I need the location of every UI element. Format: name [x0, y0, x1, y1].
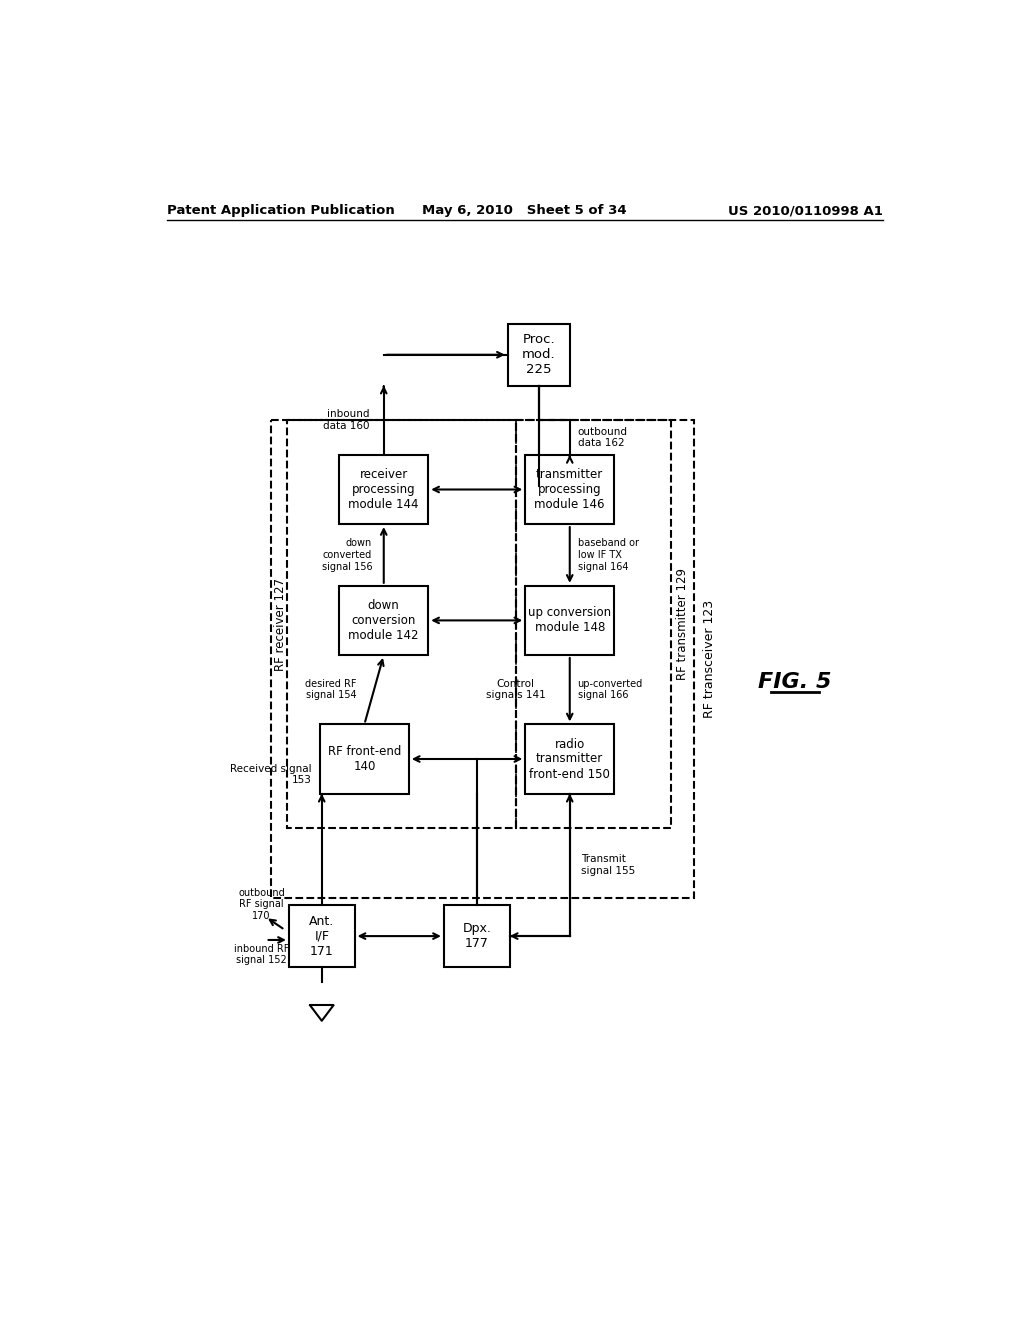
Text: Received signal
153: Received signal 153 — [230, 763, 312, 785]
Text: receiver
processing
module 144: receiver processing module 144 — [348, 469, 419, 511]
Text: transmitter
processing
module 146: transmitter processing module 146 — [535, 469, 605, 511]
Text: RF front-end
140: RF front-end 140 — [328, 744, 401, 774]
Bar — [515, 420, 671, 829]
Text: outbound
data 162: outbound data 162 — [578, 426, 628, 449]
Text: down
conversion
module 142: down conversion module 142 — [348, 599, 419, 642]
Text: Proc.
mod.
225: Proc. mod. 225 — [522, 333, 556, 376]
Text: US 2010/0110998 A1: US 2010/0110998 A1 — [728, 205, 883, 218]
Text: baseband or
low IF TX
signal 164: baseband or low IF TX signal 164 — [578, 539, 639, 572]
Bar — [319, 725, 409, 793]
Bar — [339, 455, 428, 524]
Text: Transmit
signal 155: Transmit signal 155 — [582, 854, 636, 875]
Text: FIG. 5: FIG. 5 — [758, 672, 831, 692]
Bar — [289, 906, 354, 966]
Text: May 6, 2010   Sheet 5 of 34: May 6, 2010 Sheet 5 of 34 — [423, 205, 627, 218]
Bar — [525, 586, 614, 655]
Text: up-converted
signal 166: up-converted signal 166 — [578, 678, 643, 701]
Text: inbound RF
signal 152: inbound RF signal 152 — [234, 944, 290, 965]
Text: desired RF
signal 154: desired RF signal 154 — [305, 678, 356, 701]
Text: up conversion
module 148: up conversion module 148 — [528, 606, 611, 635]
Text: down
converted
signal 156: down converted signal 156 — [322, 539, 372, 572]
Bar — [525, 455, 614, 524]
Bar — [525, 725, 614, 793]
Text: RF transceiver 123: RF transceiver 123 — [702, 599, 716, 718]
Text: radio
transmitter
front-end 150: radio transmitter front-end 150 — [529, 738, 610, 780]
Bar — [339, 586, 428, 655]
Text: inbound
data 160: inbound data 160 — [324, 409, 370, 432]
Bar — [271, 420, 693, 898]
Bar — [508, 323, 569, 385]
Text: Ant.
I/F
171: Ant. I/F 171 — [309, 915, 335, 957]
Text: Control
signals 141: Control signals 141 — [485, 678, 546, 701]
Bar — [443, 906, 510, 966]
Text: RF receiver 127: RF receiver 127 — [274, 578, 287, 671]
Text: Dpx.
177: Dpx. 177 — [462, 923, 492, 950]
Text: RF transmitter 129: RF transmitter 129 — [676, 568, 688, 680]
Text: outbound
RF signal
170: outbound RF signal 170 — [239, 887, 285, 921]
Bar — [287, 420, 515, 829]
Text: Patent Application Publication: Patent Application Publication — [167, 205, 394, 218]
